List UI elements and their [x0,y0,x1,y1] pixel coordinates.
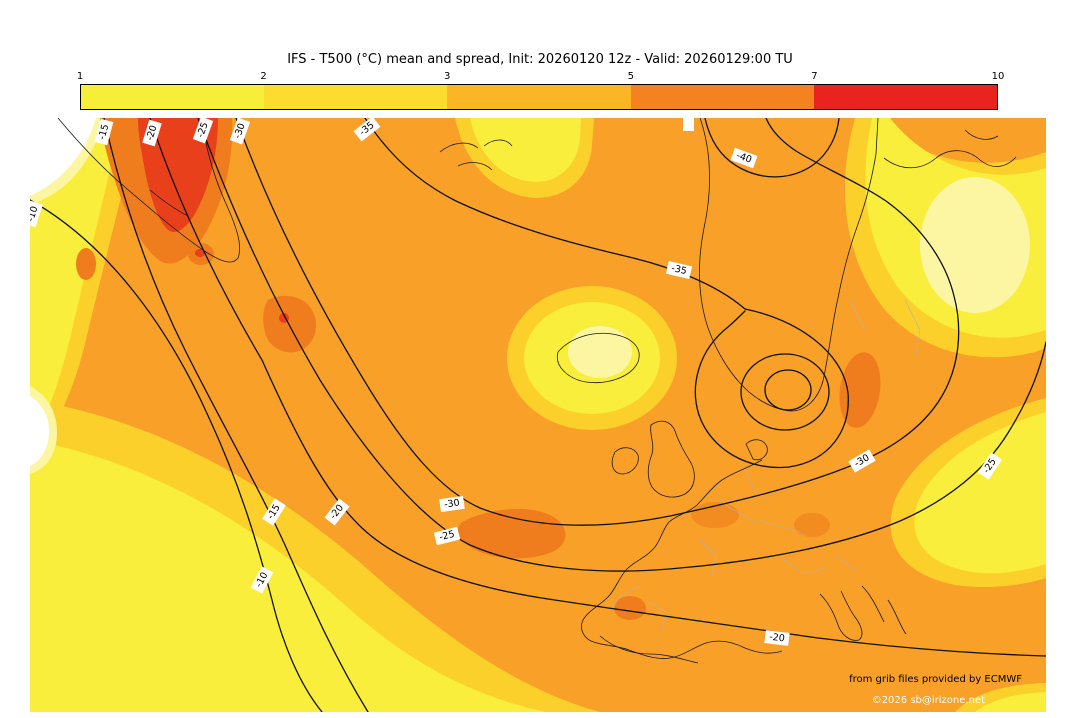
contour-labels: -10-15 -20 -25 -30 -35-40-35-30-25-20-15-10-… [23,116,1003,646]
contour-minus15 [103,117,369,713]
contour-label: -20 [142,119,162,147]
svg-text:-25: -25 [438,529,456,543]
colorbar-tick: 1 [76,71,84,82]
contour-label: -30 [848,449,876,473]
svg-text:-30: -30 [232,122,248,140]
contour-minus20 [149,117,1047,657]
colorbar-tick: 7 [811,71,818,82]
contour-minus30 [235,117,960,526]
spread-fill-layer [30,118,1046,712]
contour-label: -30 [439,495,465,513]
contour-label: -40 [730,147,758,169]
svg-text:-30: -30 [444,497,461,510]
coast-arctic-islands [964,129,999,140]
coast-europe-mainland [581,459,783,659]
colorbar-segment-5-7 [630,85,814,109]
coast-greenland [57,117,241,263]
contour-label: -30 [229,117,251,145]
contour-minus35 [364,117,849,469]
country-borders [611,299,921,631]
chart-title: IFS - T500 (°C) mean and spread, Init: 2… [287,52,793,67]
contour-low-inner-1 [740,353,830,431]
colorbar-segment-3-5 [447,85,631,109]
svg-text:-15: -15 [97,123,112,141]
svg-text:-10: -10 [30,205,41,223]
coast-scandinavia [699,117,879,412]
weather-map: -10 -15 -20 -25 -30 -35 -40 -35 -30 -25 -20 -15 -10-… [23,116,1047,713]
colorbar-ticks: 1 2 3 5 7 10 [76,67,1005,82]
coastlines [57,117,1017,664]
map-canvas: -10-15 -20 -25 -30 -35-40-35-30-25-20-15-10-… [23,116,1047,713]
contour-label: -20 [764,630,790,646]
colorbar [80,84,998,110]
spread-mid-orange-regions [691,502,830,537]
contour-label: -35 [665,260,693,280]
contour-label: -10 [250,566,274,594]
coast-denmark [745,439,768,461]
svg-text:-20: -20 [769,632,786,645]
coast-iceland [556,332,640,384]
colorbar-segment-7-10 [813,85,998,109]
contour-label: -25 [433,526,461,546]
contour-minus10 [29,199,323,713]
colorbar-segment-1-2 [81,85,265,109]
colorbar-segment-2-3 [264,85,448,109]
contour-label: -15 [94,118,114,146]
contour-label: -25 [192,116,214,144]
colorbar-tick: 5 [627,71,634,82]
contour-label: -15 [262,498,286,526]
svg-text:-20: -20 [144,124,159,142]
coast-svalbard [439,139,513,171]
coast-ireland [611,447,639,475]
credit-copyright: ©2026 sb@irizone.net [872,695,985,706]
colorbar-tick: 2 [260,71,267,82]
svg-text:-25: -25 [195,121,211,139]
svg-text:-40: -40 [735,150,753,166]
contour-label: -25 [977,452,1003,480]
contour-minus40 [704,117,840,178]
contour-low-inner-2 [764,369,812,411]
coast-great-britain [647,420,695,498]
credit-ecmwf: from grib files provided by ECMWF [849,674,1022,685]
svg-text:-35: -35 [670,263,688,277]
coast-russia [883,150,1017,169]
coast-greenland-detail [149,189,189,217]
colorbar-tick: 3 [444,71,451,82]
coast-iberia-south [599,635,699,664]
map-edge-notch [683,118,694,131]
colorbar-tick: 10 [991,71,1005,82]
coast-adriatic-greece [861,585,907,635]
spread-white-regions [30,118,694,466]
coast-italy [819,590,863,641]
